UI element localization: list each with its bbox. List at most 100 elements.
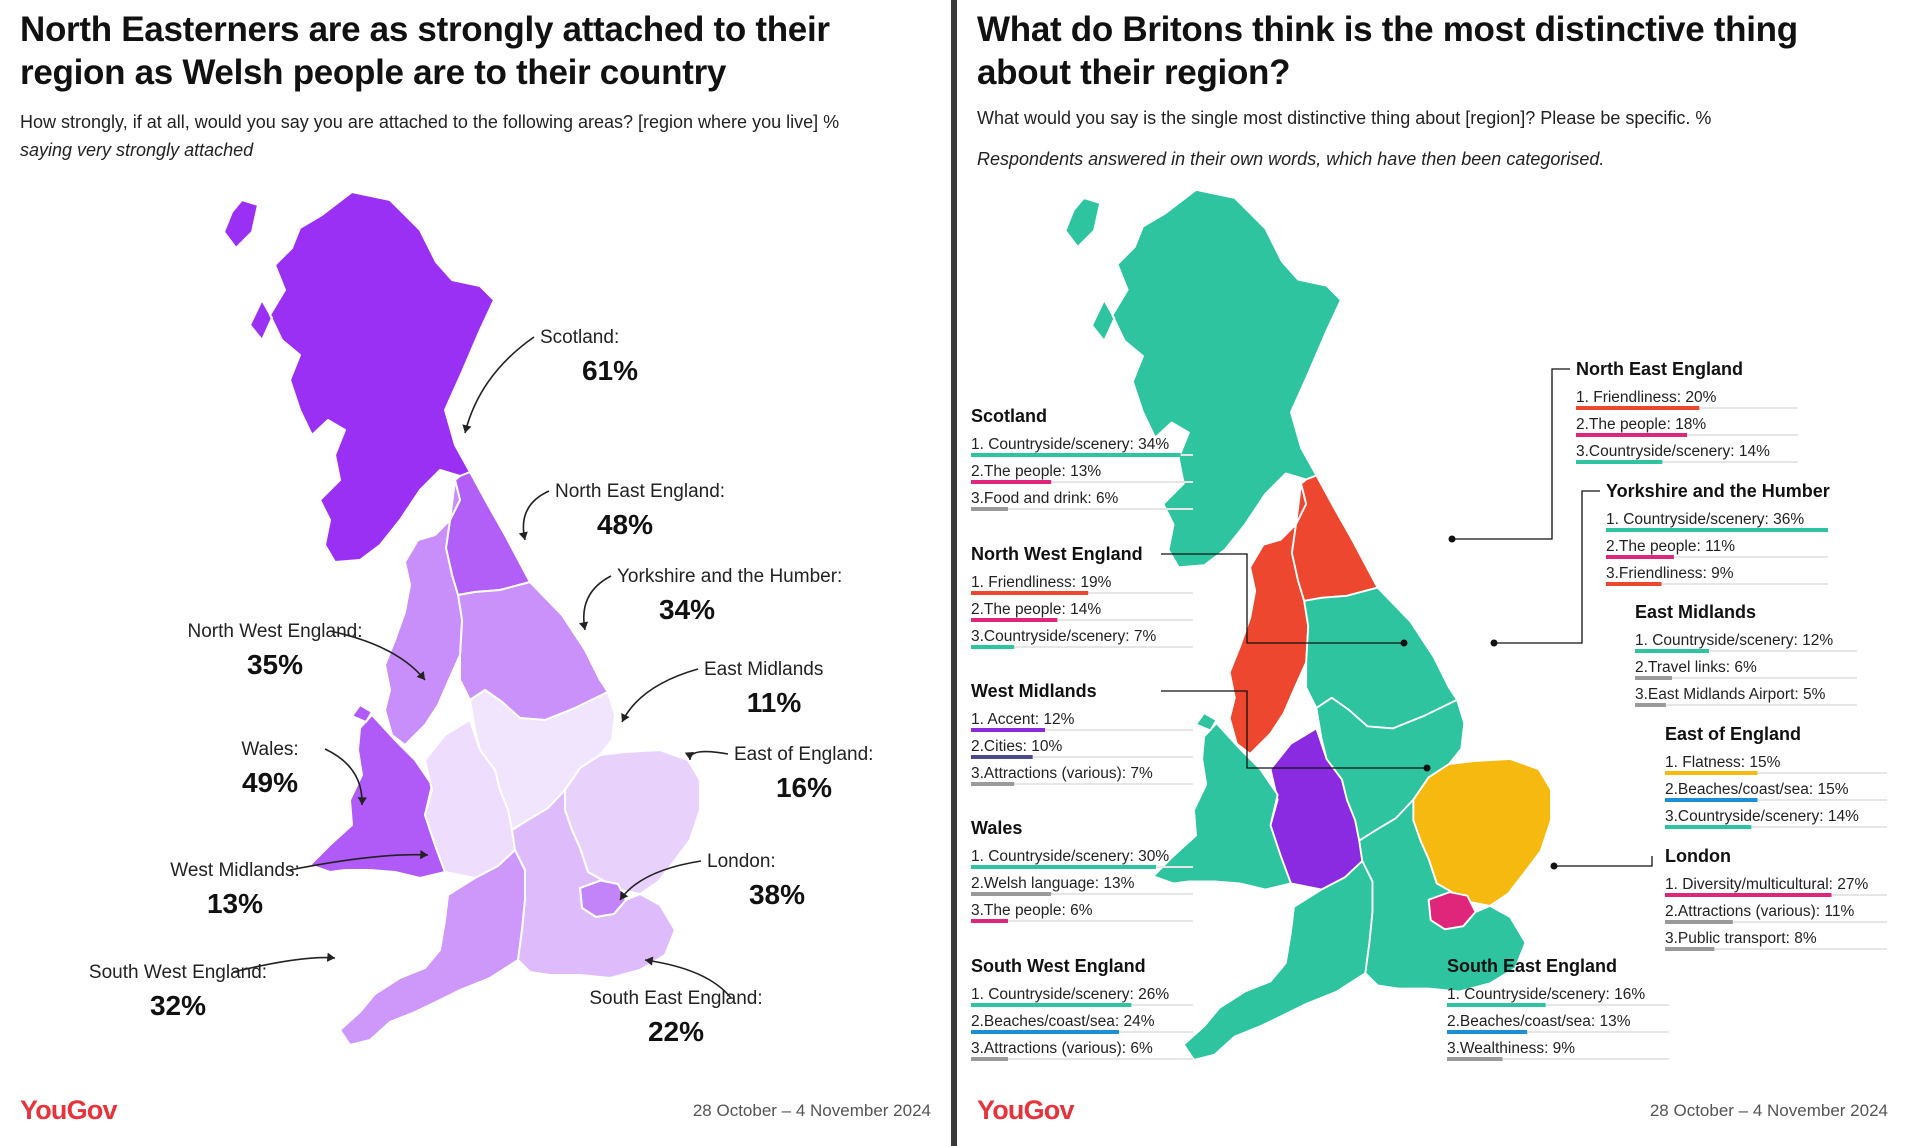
- item-track: [1665, 826, 1887, 828]
- region-item: 2.Welsh language: 13%: [971, 875, 1135, 892]
- attachment-value-south-west-england: 32%: [150, 990, 206, 1021]
- item-track: [971, 783, 1193, 785]
- region-item: 3.Friendliness: 9%: [1606, 565, 1734, 582]
- item-track: [1635, 677, 1857, 679]
- distinctive-label-east-of-england: East of England 1. Flatness: 15% 2.Beaches…: [1665, 724, 1887, 829]
- region-item: 1. Countryside/scenery: 16%: [1447, 986, 1645, 1003]
- item-track: [1665, 772, 1887, 774]
- region-heading: South West England: [971, 956, 1146, 976]
- region-item: 1. Countryside/scenery: 26%: [971, 986, 1169, 1003]
- region-item: 2.Beaches/coast/sea: 24%: [971, 1013, 1155, 1030]
- attachment-arrowhead-east-of-england: [684, 751, 695, 760]
- right-chart-title: What do Britons think is the most distin…: [977, 10, 1798, 92]
- region-item: 2.Beaches/coast/sea: 15%: [1665, 781, 1849, 798]
- region-heading: Wales: [971, 818, 1022, 838]
- item-bar: [1606, 582, 1662, 586]
- left-question-text: How strongly, if at all, would you say y…: [20, 112, 840, 132]
- region-item: 2.Travel links: 6%: [1635, 659, 1757, 676]
- region-item: 1. Friendliness: 20%: [1576, 389, 1717, 406]
- region-heading: Scotland: [971, 406, 1047, 426]
- item-track: [971, 729, 1193, 731]
- distinctive-region-north-east-england: [1291, 474, 1379, 602]
- region-item: 3.Attractions (various): 7%: [971, 765, 1153, 782]
- item-bar: [971, 618, 1058, 622]
- attachment-leader-south-east-england: [644, 959, 732, 999]
- attachment-value-scotland: 61%: [582, 355, 638, 386]
- distinctive-region-south-east-england: [1358, 798, 1527, 993]
- item-bar: [971, 728, 1045, 732]
- distinctive-regions: [1064, 188, 1552, 1061]
- region-item: 3.East Midlands Airport: 5%: [1635, 686, 1826, 703]
- item-track: [971, 920, 1193, 922]
- item-track: [971, 619, 1193, 621]
- attachment-regions: [223, 191, 701, 1046]
- region-item: 1. Countryside/scenery: 36%: [1606, 511, 1804, 528]
- attachment-value-west-midlands: 13%: [207, 888, 263, 919]
- item-bar: [971, 591, 1089, 595]
- left-chart-title: North Easterners are as strongly attache…: [20, 10, 830, 92]
- attachment-label-east-midlands: East Midlands: [704, 659, 823, 680]
- region-item: 1. Accent: 12%: [971, 711, 1075, 728]
- item-bar: [1635, 649, 1709, 653]
- item-bar: [971, 919, 1008, 923]
- attachment-value-yorkshire-and-the-humber: 34%: [659, 594, 715, 625]
- item-track: [1447, 1058, 1669, 1060]
- item-bar: [1635, 703, 1666, 707]
- item-bar: [971, 453, 1181, 457]
- region-item: 3.Countryside/scenery: 14%: [1576, 443, 1770, 460]
- attachment-leader-scotland: [464, 336, 535, 434]
- item-bar: [1447, 1057, 1503, 1061]
- item-track: [971, 481, 1193, 483]
- region-heading: North East England: [1576, 359, 1743, 379]
- left-question: How strongly, if at all, would you say y…: [20, 108, 930, 164]
- item-bar: [1665, 798, 1758, 802]
- attachment-arrowhead-east-midlands: [621, 713, 630, 722]
- item-track: [971, 1058, 1193, 1060]
- item-bar: [971, 755, 1033, 759]
- leader-line: [1161, 690, 1427, 769]
- region-heading: East of England: [1665, 724, 1801, 744]
- region-heading: West Midlands: [971, 681, 1097, 701]
- item-bar: [971, 507, 1008, 511]
- left-chart-panel: Scotland: 61% North East England: 48% Yorksh…: [0, 0, 951, 1146]
- attachment-value-north-west-england: 35%: [247, 649, 303, 680]
- region-heading: Yorkshire and the Humber: [1606, 481, 1830, 501]
- region-item: 3.Countryside/scenery: 7%: [971, 628, 1156, 645]
- leader-line: [1554, 856, 1653, 867]
- attachment-value-wales: 49%: [242, 767, 298, 798]
- distinctive-map: Scotland 1. Countryside/scenery: 34% 2.The…: [971, 188, 1887, 1061]
- item-bar: [1665, 947, 1715, 951]
- attachment-value-south-east-england: 22%: [648, 1016, 704, 1047]
- attachment-labels: Scotland: 61% North East England: 48% Yorksh…: [89, 327, 874, 1047]
- item-track: [971, 508, 1193, 510]
- item-track: [1635, 704, 1857, 706]
- item-bar: [1606, 528, 1828, 532]
- item-track: [1606, 556, 1828, 558]
- panel-divider: [951, 0, 957, 1146]
- region-item: 2.The people: 11%: [1606, 538, 1735, 555]
- attachment-region-south-west-england: [339, 849, 526, 1046]
- item-track: [1665, 799, 1887, 801]
- attachment-region-wales: [309, 704, 446, 879]
- right-question: What would you say is the single most di…: [977, 108, 1712, 128]
- attachment-leader-north-west-england: [329, 630, 426, 681]
- distinctive-region-wales: [1152, 712, 1292, 891]
- item-bar: [971, 892, 1052, 896]
- item-bar: [1606, 555, 1674, 559]
- region-item: 1. Flatness: 15%: [1665, 754, 1781, 771]
- right-note: Respondents answered in their own words,…: [977, 149, 1605, 169]
- leader-line: [1494, 490, 1600, 644]
- distinctive-label-south-east-england: South East England 1. Countryside/scenery…: [1447, 956, 1669, 1061]
- item-bar: [971, 645, 1015, 649]
- attachment-region-north-west-england: [384, 479, 463, 746]
- leader-line: [1161, 553, 1404, 644]
- distinctive-region-scotland: [1064, 188, 1342, 569]
- leader-line: [1452, 368, 1570, 540]
- attachment-leader-lines: [232, 336, 732, 999]
- distinctive-label-north-west-england: North West England 1. Friendliness: 19% 2.…: [971, 544, 1193, 649]
- item-bar: [1576, 433, 1687, 437]
- attachment-label-south-east-england: South East England:: [589, 988, 762, 1009]
- attachment-arrowhead-south-east-england: [645, 956, 654, 966]
- region-heading: South East England: [1447, 956, 1617, 976]
- yougov-logo: YouGov: [977, 1095, 1075, 1125]
